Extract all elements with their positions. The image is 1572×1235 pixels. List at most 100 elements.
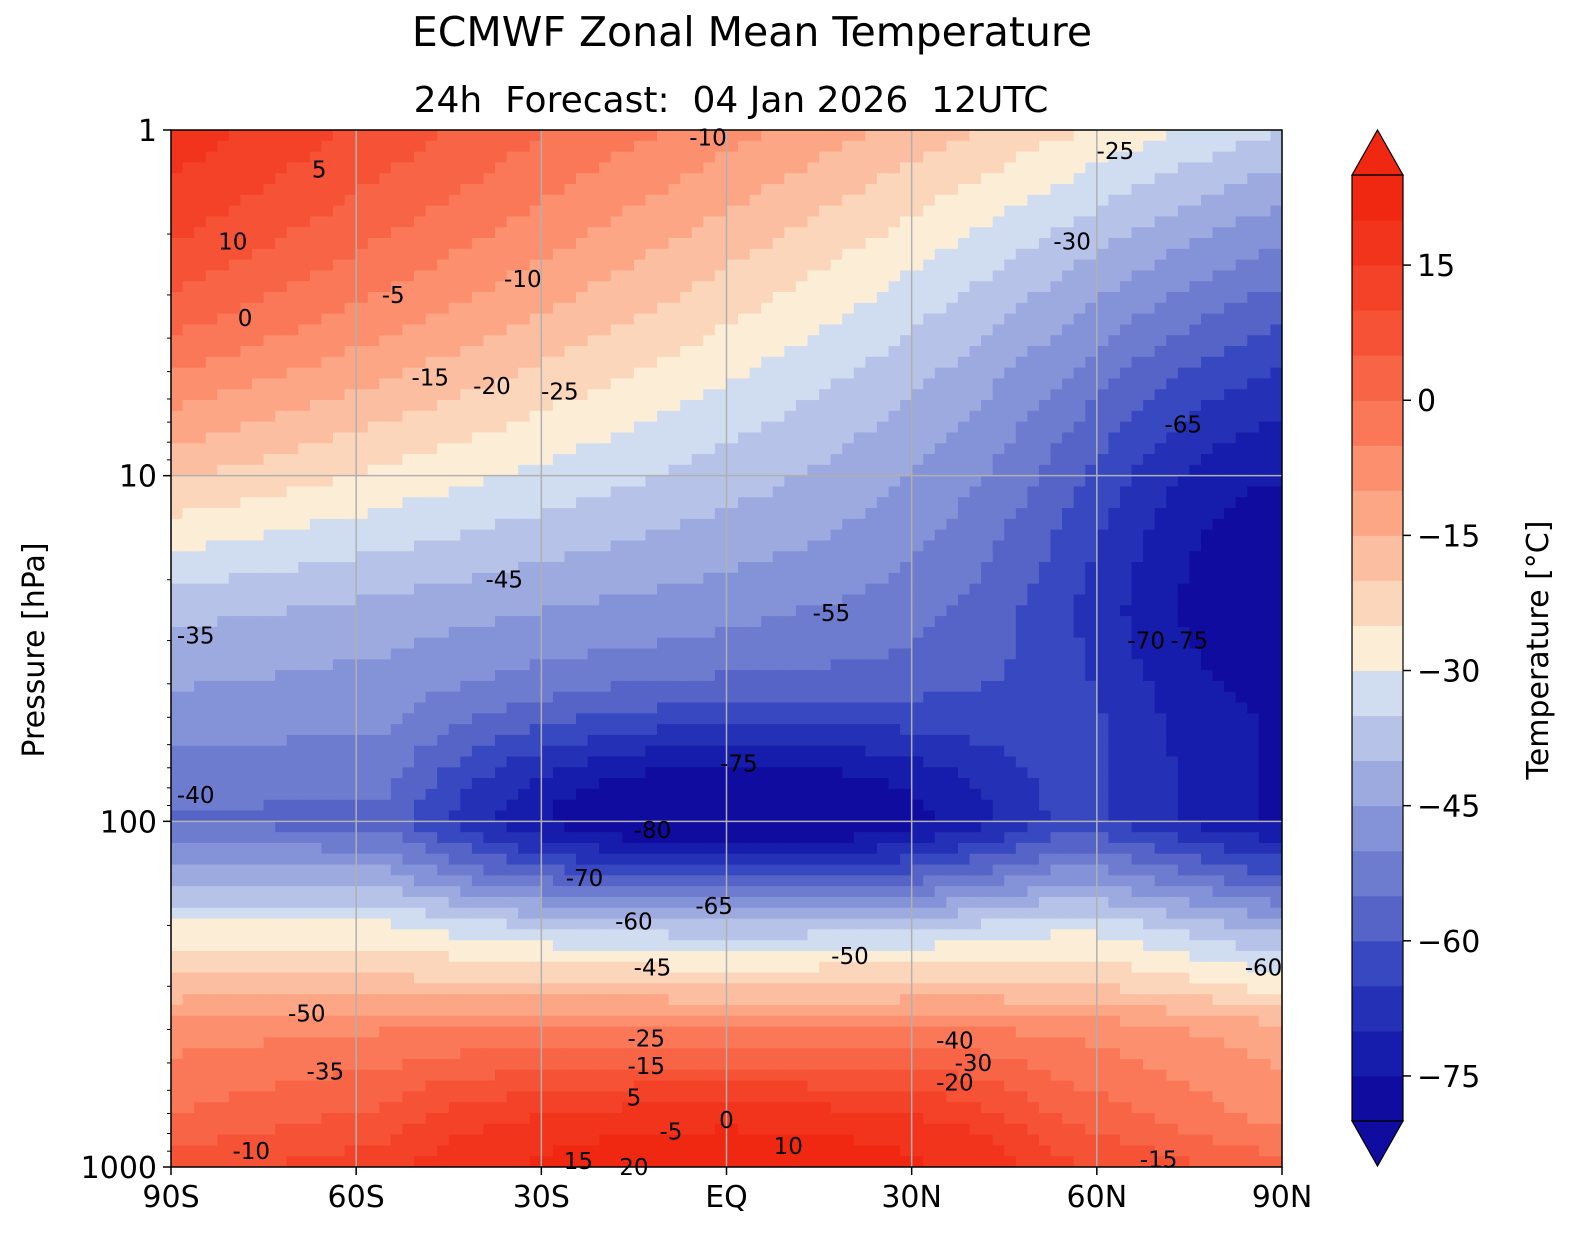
field-cell <box>680 799 693 812</box>
field-cell <box>749 799 762 812</box>
field-cell <box>726 432 739 444</box>
field-cell <box>622 626 635 639</box>
field-cell <box>738 281 751 293</box>
field-cell <box>691 238 704 250</box>
field-cell <box>263 259 276 272</box>
field-cell <box>379 778 392 790</box>
field-cell <box>263 670 276 682</box>
field-cell <box>252 745 265 758</box>
field-cell <box>633 400 647 412</box>
field-cell <box>240 356 253 369</box>
field-cell <box>309 853 323 866</box>
field-cell <box>298 886 311 898</box>
field-cell <box>703 367 716 380</box>
field-cell <box>518 767 531 779</box>
field-cell <box>379 702 392 714</box>
field-cell <box>333 983 346 995</box>
field-cell <box>217 1004 230 1017</box>
field-cell <box>738 562 751 574</box>
field-cell <box>761 270 774 282</box>
field-cell <box>529 637 542 650</box>
field-cell <box>240 1004 253 1017</box>
field-cell <box>518 886 531 898</box>
field-cell <box>599 367 612 380</box>
field-cell <box>309 454 323 466</box>
field-cell <box>703 238 716 250</box>
field-cell <box>263 313 276 326</box>
field-cell <box>749 648 762 660</box>
field-cell <box>587 734 600 747</box>
field-cell <box>379 540 392 552</box>
field-cell <box>483 378 496 390</box>
field-cell <box>738 313 751 326</box>
field-cell <box>541 886 554 898</box>
field-cell <box>680 281 693 293</box>
field-cell <box>344 227 357 239</box>
field-cell <box>483 346 496 358</box>
field-cell <box>576 1145 589 1157</box>
field-cell <box>240 810 253 822</box>
field-cell <box>599 659 612 671</box>
field-cell <box>460 173 473 185</box>
field-cell <box>529 313 542 326</box>
field-cell <box>228 907 242 920</box>
field-cell <box>668 799 681 812</box>
field-cell <box>738 443 751 455</box>
field-cell <box>425 367 438 380</box>
field-cell <box>633 281 647 293</box>
field-cell <box>680 486 693 498</box>
field-cell <box>714 140 728 153</box>
field-cell <box>460 227 473 239</box>
field-cell <box>576 788 589 801</box>
field-cell <box>703 1112 716 1125</box>
field-cell <box>564 994 577 1006</box>
field-cell <box>657 173 670 185</box>
field-cell <box>576 270 589 282</box>
field-cell <box>576 670 589 682</box>
field-cell <box>240 529 253 542</box>
field-cell <box>541 248 554 261</box>
field-cell <box>379 367 392 380</box>
field-cell <box>726 821 739 833</box>
field-cell <box>217 162 230 174</box>
field-cell <box>518 184 531 196</box>
field-cell <box>541 1069 554 1082</box>
field-cell <box>483 680 496 693</box>
field-cell <box>471 540 485 552</box>
field-cell <box>495 1102 508 1114</box>
field-cell <box>599 1037 612 1049</box>
field-cell <box>367 270 380 282</box>
field-cell <box>645 1145 658 1157</box>
field-cell <box>402 540 415 552</box>
field-cell <box>448 864 461 876</box>
field-cell <box>576 346 589 358</box>
field-cell <box>379 454 392 466</box>
field-cell <box>437 853 450 866</box>
field-cell <box>275 1156 288 1167</box>
field-cell <box>633 734 647 747</box>
field-cell <box>275 734 288 747</box>
field-cell <box>182 529 195 542</box>
field-cell <box>448 1058 461 1071</box>
field-cell <box>228 734 242 747</box>
field-cell <box>668 227 681 239</box>
field-cell <box>171 367 184 380</box>
field-cell <box>645 659 658 671</box>
field-cell <box>576 950 589 963</box>
field-cell <box>321 626 334 639</box>
field-cell <box>379 259 392 272</box>
field-cell <box>344 454 357 466</box>
field-cell <box>668 378 681 390</box>
field-cell <box>437 605 450 617</box>
field-cell <box>564 454 577 466</box>
field-cell <box>622 410 635 423</box>
field-cell <box>726 810 739 822</box>
field-cell <box>356 302 369 315</box>
field-cell <box>298 821 311 833</box>
field-cell <box>217 864 230 876</box>
field-cell <box>633 205 647 218</box>
field-cell <box>471 896 485 909</box>
field-cell <box>645 205 658 218</box>
field-cell <box>448 907 461 920</box>
field-cell <box>263 1091 276 1103</box>
